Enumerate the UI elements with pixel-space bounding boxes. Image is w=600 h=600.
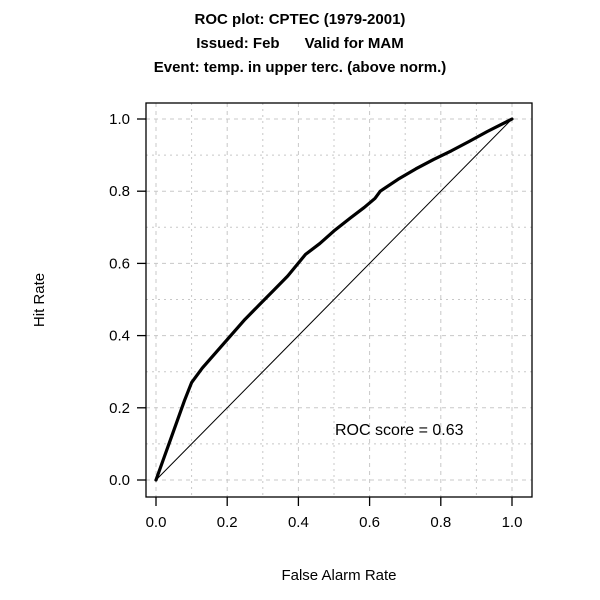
plot-title-block: ROC plot: CPTEC (1979-2001) Issued: Feb … bbox=[0, 8, 600, 80]
y-axis-title: Hit Rate bbox=[31, 273, 48, 327]
roc-curve-line bbox=[154, 117, 514, 482]
y-tick-label: 0.0 bbox=[109, 472, 130, 489]
axis-ticks bbox=[137, 118, 513, 506]
plot-title-line-3: Event: temp. in upper terc. (above norm.… bbox=[153, 59, 447, 76]
y-tick-label: 0.8 bbox=[109, 183, 130, 200]
axis-tick-labels: 0.0 0.2 0.4 0.6 0.8 1.0 0.0 0.2 0.4 0.6 0.8 1.0 bbox=[109, 111, 522, 531]
x-tick-label: 0.6 bbox=[359, 514, 380, 531]
plot-frame bbox=[145, 102, 533, 498]
x-tick-label: 0.0 bbox=[146, 514, 167, 531]
y-tick-label: 0.6 bbox=[109, 255, 130, 272]
y-tick-label: 1.0 bbox=[109, 111, 130, 128]
plot-title-line-2: Issued: Feb Valid for MAM bbox=[196, 35, 404, 52]
y-tick-label: 0.4 bbox=[109, 328, 130, 345]
x-tick-label: 0.8 bbox=[430, 514, 451, 531]
x-tick-label: 0.2 bbox=[217, 514, 238, 531]
plot-title-line-1: ROC plot: CPTEC (1979-2001) bbox=[194, 11, 406, 28]
roc-score-annotation: ROC score = 0.63 bbox=[335, 422, 464, 439]
no-skill-diagonal-line bbox=[155, 118, 513, 481]
x-axis-title: False Alarm Rate bbox=[281, 567, 396, 584]
x-tick-label: 0.4 bbox=[288, 514, 309, 531]
x-tick-label: 1.0 bbox=[502, 514, 523, 531]
y-tick-label: 0.2 bbox=[109, 400, 130, 417]
major-gridlines bbox=[146, 103, 532, 497]
